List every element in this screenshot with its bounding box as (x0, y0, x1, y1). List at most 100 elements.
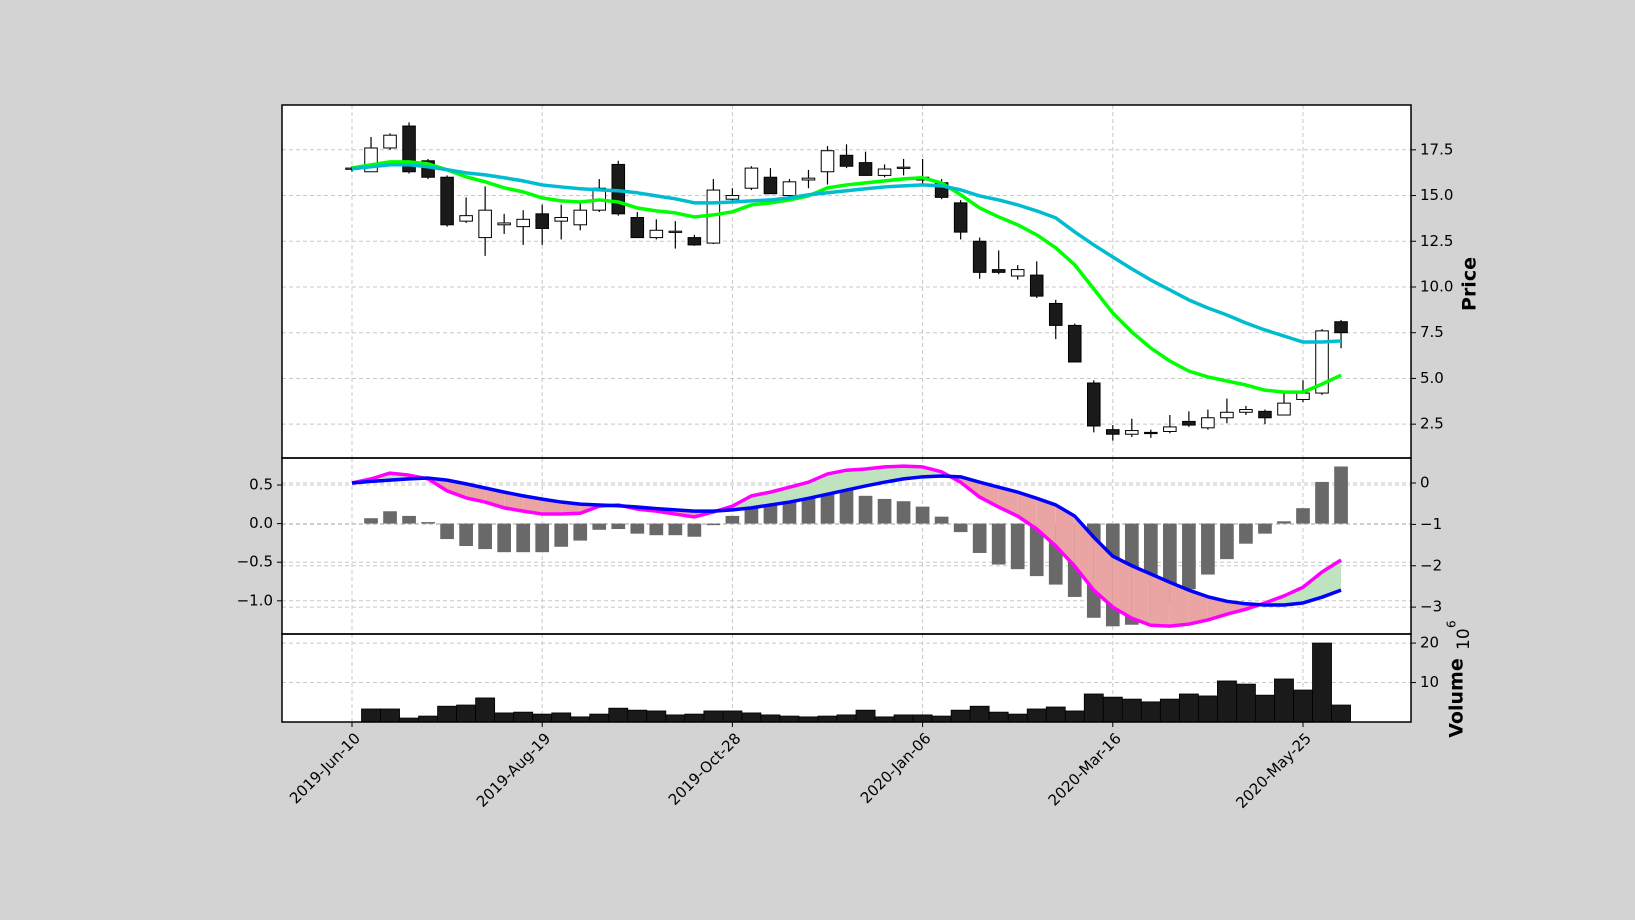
volume-bar (1255, 694, 1275, 723)
candle-body (383, 134, 397, 149)
y-tick-label: 12.5 (1420, 232, 1453, 250)
macd-histogram-bar (554, 523, 569, 547)
macd-histogram-bar (478, 523, 492, 550)
macd-histogram-bar (440, 523, 454, 540)
macd-line (351, 474, 1342, 607)
macd-histogram-bar (934, 516, 949, 524)
volume-bar (1045, 706, 1066, 723)
macd-histogram-bar (1296, 508, 1310, 524)
moving-average-line (351, 160, 1342, 394)
y-tick-label: 10 (1420, 673, 1439, 691)
macd-histogram-bar (877, 498, 892, 524)
y-tick-label: 7.5 (1420, 323, 1444, 341)
volume-bar (741, 712, 762, 723)
macd-fill (1283, 587, 1303, 606)
volume-bar (893, 714, 914, 723)
volume-bar (646, 710, 667, 723)
macd-histogram-bar (421, 522, 435, 524)
candle-body (630, 216, 645, 239)
price-axis-label: Price (1459, 257, 1481, 311)
volume-bar (836, 714, 857, 723)
candle-body (535, 213, 549, 229)
macd-histogram-bar (516, 523, 531, 553)
candle-body (1087, 382, 1101, 427)
macd-fill (523, 495, 543, 515)
candle-body (953, 202, 968, 233)
y-tick-label: −1.0 (237, 591, 273, 609)
candle-body (801, 177, 816, 181)
y-tick-label: 20 (1420, 634, 1439, 652)
y-tick-label: 15.0 (1420, 186, 1453, 204)
volume-bar (874, 716, 895, 723)
candle-body (1144, 431, 1158, 435)
candle-body (972, 240, 987, 273)
candle-body (763, 176, 778, 195)
macd-histogram-bar (991, 523, 1006, 565)
candle-body (877, 168, 892, 176)
y-tick-label: 0.5 (249, 476, 273, 494)
volume-bar (1064, 710, 1085, 723)
macd-histogram-bar (915, 506, 930, 524)
candle-body (440, 176, 454, 226)
macd-fill (827, 470, 847, 495)
candle-body (1106, 429, 1120, 435)
candle-body (858, 162, 873, 176)
volume-bar (1293, 689, 1313, 723)
candle-body (1048, 302, 1063, 326)
macd-histogram-bar (896, 501, 911, 524)
moving-average-line (351, 163, 1342, 344)
volume-bar (589, 713, 610, 723)
macd-histogram-bar (1201, 523, 1215, 575)
volume-bar (1026, 708, 1047, 723)
volume-bar (608, 707, 629, 723)
y-tick-label: −1 (1420, 515, 1442, 533)
candle-body (782, 181, 797, 197)
candle-body (497, 222, 511, 226)
candle-body (573, 209, 588, 226)
macd-histogram-bar (1334, 466, 1348, 524)
macd-fill (1036, 498, 1056, 546)
candle-body (744, 167, 759, 189)
macd-fill (808, 473, 828, 499)
candle-body (725, 195, 740, 200)
y-tick-label: 5.0 (1420, 369, 1444, 387)
volume-bar (969, 705, 990, 723)
volume-bar (950, 709, 971, 723)
macd-fill (1188, 590, 1208, 625)
macd-histogram-bar (630, 523, 645, 534)
candle-body (991, 269, 1006, 273)
macd-line (351, 464, 1342, 628)
macd-fill (1150, 574, 1170, 627)
macd-histogram-bar (668, 523, 683, 536)
volume-bar (722, 710, 743, 723)
macd-histogram-bar (497, 523, 512, 553)
volume-bar (1159, 698, 1180, 723)
candle-body (1334, 321, 1348, 334)
macd-histogram-bar (839, 488, 854, 524)
candle-body (1010, 269, 1025, 277)
volume-frame (281, 633, 1412, 723)
volume-bar (760, 714, 781, 723)
volume-bar (1312, 642, 1332, 723)
volume-bar (532, 713, 553, 723)
macd-fill (1112, 556, 1132, 619)
y-tick-label: −2 (1420, 556, 1442, 574)
candle-body (1296, 392, 1310, 400)
candle-body (459, 215, 473, 222)
volume-bar (684, 713, 705, 723)
candle-body (820, 150, 835, 173)
candle-body (1315, 330, 1329, 394)
macd-histogram-bar (858, 495, 873, 524)
volume-bar (1236, 683, 1256, 723)
macd-histogram-bar (1182, 523, 1196, 590)
volume-bar (798, 716, 819, 723)
volume-bar (361, 708, 381, 723)
volume-bar (380, 708, 400, 723)
macd-histogram-bar (459, 523, 473, 546)
volume-bar (494, 712, 515, 723)
macd-fill (1131, 565, 1151, 626)
candle-body (839, 154, 854, 167)
y-tick-label: −3 (1420, 598, 1442, 616)
candle-body (687, 237, 702, 246)
